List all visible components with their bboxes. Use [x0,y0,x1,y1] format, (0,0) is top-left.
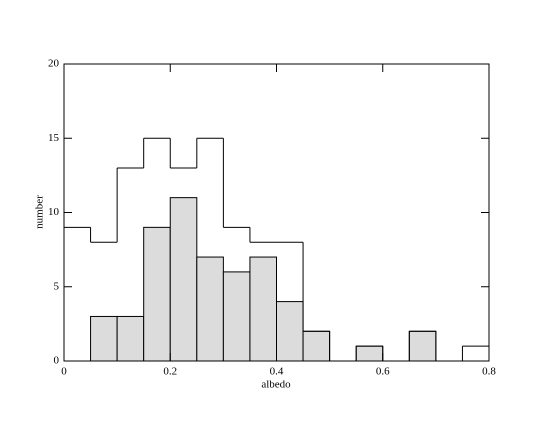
x-tick-label: 0.4 [270,366,284,378]
x-tick-label: 0 [61,366,67,378]
y-tick-label: 20 [48,58,60,70]
y-axis-label: number [34,195,46,229]
bar [302,330,331,362]
bar [276,301,304,362]
bar [196,256,224,362]
x-tick-label: 0.6 [376,366,390,378]
bar [116,315,145,362]
x-tick-label: 0.8 [482,366,496,378]
bar [355,345,384,362]
y-tick-label: 10 [48,206,60,218]
x-tick-label: 0.2 [163,366,177,378]
bar [222,271,251,362]
bar [143,226,171,362]
bar [90,315,118,362]
y-tick-label: 15 [48,132,60,144]
y-tick-label: 0 [54,355,60,367]
bar [169,197,198,362]
bar [408,330,437,362]
y-tick-label: 5 [54,280,60,292]
bar [249,256,277,362]
x-axis-label: albedo [261,379,291,391]
